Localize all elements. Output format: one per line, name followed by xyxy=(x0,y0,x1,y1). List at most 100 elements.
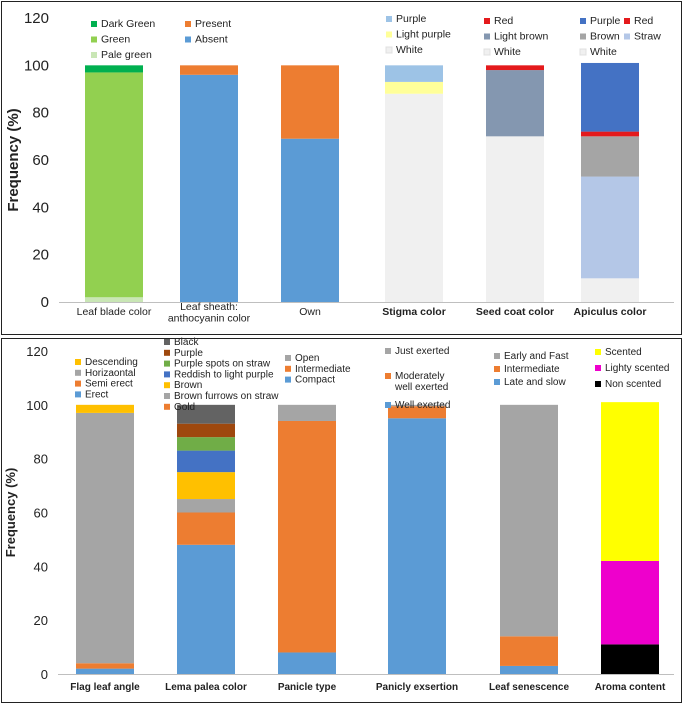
legend-label: Intermediate xyxy=(295,364,351,375)
legend-label: Absent xyxy=(195,34,228,46)
bar-segment-stigma-color-light-purple xyxy=(385,81,443,94)
category-label: Flag leaf angle xyxy=(70,682,140,693)
category-label: Leaf sheath: xyxy=(180,301,238,313)
category-label: Lema palea color xyxy=(165,682,247,693)
bar-segment-stigma-color-white xyxy=(385,93,443,302)
legend-label: well exerted xyxy=(394,382,448,393)
legend-label: White xyxy=(590,46,617,58)
y-axis-label: Frequency (%) xyxy=(5,108,22,211)
legend-swatch-dark-green xyxy=(91,21,97,27)
category-label: Seed coat color xyxy=(476,306,554,318)
bar-segment-lema-palea-color-gold xyxy=(177,512,235,545)
bar-segment-seed-coat-color-light-brown xyxy=(486,70,544,137)
bar-segment-seed-coat-color-red xyxy=(486,65,544,71)
bar-segment-lema-palea-color-purple xyxy=(177,423,235,438)
y-tick-label: 80 xyxy=(32,105,49,122)
bar-segment-lema-palea-color-brown xyxy=(177,472,235,500)
legend-swatch-pale-green xyxy=(91,52,97,58)
legend-swatch-straw xyxy=(624,33,630,40)
bar-segment-leaf-senescence-intermediate xyxy=(500,636,558,666)
legend-swatch-present xyxy=(185,21,191,27)
category-label: Leaf blade color xyxy=(77,306,152,318)
bar-segment-lema-palea-color-reddish-to-light-purple xyxy=(177,450,235,473)
bar-segment-leaf-blade-color-pale-green xyxy=(85,297,143,302)
bar-segment-aroma-content-non-scented xyxy=(601,644,659,674)
y-tick-label: 40 xyxy=(32,199,49,216)
bar-segment-panicle-type-intermediate xyxy=(278,420,336,653)
legend-swatch-non-scented xyxy=(595,381,601,387)
legend-label: Scented xyxy=(605,347,642,358)
y-tick-label: 20 xyxy=(32,247,49,264)
category-label: anthocyanin color xyxy=(168,313,251,325)
y-tick-label: 120 xyxy=(26,344,48,359)
legend-swatch-light-purple xyxy=(386,31,392,38)
legend-label: Well exerted xyxy=(395,400,450,411)
legend-swatch-descending xyxy=(75,359,81,365)
legend-swatch-green xyxy=(91,36,97,43)
legend-label: Light brown xyxy=(494,31,548,43)
legend-swatch-black xyxy=(164,339,170,345)
legend-label: Gold xyxy=(174,402,195,413)
legend-swatch-absent xyxy=(185,36,191,43)
bar-segment-lema-palea-color-brown-furrows-on-straw xyxy=(177,499,235,513)
chart-top: 0 20 40 60 80 100 120 Frequency (%) Leaf blade c… xyxy=(5,10,674,325)
legend-label: Red xyxy=(634,15,653,27)
legend-label: Light purple xyxy=(396,29,451,41)
bar-segment-panicly-exsertion-moderately-well-exerted xyxy=(388,406,446,419)
legend-swatch-purple xyxy=(386,16,392,22)
legend-swatch-late-and-slow xyxy=(494,379,500,385)
bar-segment-seed-coat-color-white xyxy=(486,136,544,302)
bar-segment-flag-leaf-angle-descending xyxy=(76,404,134,413)
legend-label: Pale green xyxy=(101,49,152,61)
bar-segment-apiculus-color-purple xyxy=(581,62,639,132)
bar-segment-leaf-blade-color-green xyxy=(85,72,143,298)
category-label: Stigma color xyxy=(382,306,446,318)
chart-panel-top: 0 20 40 60 80 100 120 Frequency (%) Leaf blade c… xyxy=(1,1,682,335)
legend-label: Straw xyxy=(634,31,661,43)
bar-segment-flag-leaf-angle-semi-erect xyxy=(76,663,134,669)
chart-panel-bottom: 0 20 40 60 80 100 120 Frequency (%) Flag leaf an… xyxy=(1,337,682,703)
bar-segment-stigma-color-purple xyxy=(385,65,443,82)
legend-label: Purple xyxy=(590,15,621,27)
legend-label: White xyxy=(396,44,423,56)
legend-label: Red xyxy=(494,15,513,27)
legend-swatch-semi-erect xyxy=(75,380,81,387)
chart-bottom: 0 20 40 60 80 100 120 Frequency (%) Flag leaf an… xyxy=(3,337,674,693)
legend-label: Early and Fast xyxy=(504,351,569,362)
legend-swatch-brown xyxy=(164,382,170,389)
bar-segment-lema-palea-color-black xyxy=(177,404,235,424)
legend-label: Purple xyxy=(174,348,203,359)
bar-segment-leaf-senescence-early-and-fast xyxy=(500,404,558,637)
bar-segment-lema-palea-color-purple-spots-on-straw xyxy=(177,437,235,451)
legend-swatch-brown xyxy=(580,33,586,40)
y-tick-label: 100 xyxy=(26,398,48,413)
bar-segment-leaf-senescence-late-and-slow xyxy=(500,665,558,674)
legend-swatch-purple xyxy=(580,18,586,24)
legend-swatch-scented xyxy=(595,349,601,355)
bar-segment-apiculus-color-white xyxy=(581,278,639,302)
legend-label: Open xyxy=(295,353,319,364)
legend-label: Reddish to light purple xyxy=(174,369,274,380)
legend-label: Purple spots on straw xyxy=(174,359,271,370)
legend-label: Semi erect xyxy=(85,379,133,390)
legend-swatch-compact xyxy=(285,376,291,383)
legend-swatch-light-brown xyxy=(484,33,490,40)
legend-swatch-erect xyxy=(75,391,81,398)
category-label: Apiculus color xyxy=(574,306,647,318)
legend-swatch-early-and-fast xyxy=(494,353,500,359)
category-label: Panicly exsertion xyxy=(376,682,458,693)
bar-segment-own-present xyxy=(281,65,339,139)
legend-label: Dark Green xyxy=(101,18,155,30)
bar-segment-flag-leaf-angle-erect xyxy=(76,668,134,674)
legend-swatch-moderately-well-exerted xyxy=(385,373,391,379)
legend-swatch-red xyxy=(624,18,630,24)
legend-label: Compact xyxy=(295,375,335,386)
legend-label: Late and slow xyxy=(504,377,566,388)
legend-swatch-lighty-scented xyxy=(595,365,601,371)
legend-swatch-reddish-to-light-purple xyxy=(164,371,170,378)
legend-label: Just exerted xyxy=(395,346,449,357)
y-tick-label: 60 xyxy=(32,152,49,169)
legend-label: Moderately xyxy=(395,371,444,382)
bar-segment-panicly-exsertion-well-exerted xyxy=(388,418,446,674)
bar-segment-panicly-exsertion-just-exerted xyxy=(388,404,446,407)
